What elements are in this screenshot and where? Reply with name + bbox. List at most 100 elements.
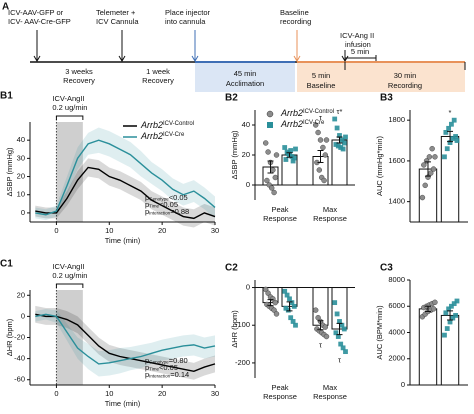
- infusion-shade: [56, 290, 83, 385]
- bar: [418, 308, 438, 386]
- y-tick-label: 1400: [388, 197, 405, 206]
- data-point: [269, 185, 275, 191]
- period: Recovery: [142, 76, 174, 85]
- legend-label: Arrb2ICV-Cre: [280, 119, 325, 129]
- stat-subscript: Interaction: [149, 211, 171, 216]
- stat-symbol: p: [145, 356, 149, 365]
- data-point: [432, 299, 438, 306]
- legend-label: Arrb2ICV-Cre: [140, 131, 185, 141]
- legend-key: [266, 110, 274, 118]
- bar: [440, 314, 460, 386]
- arrow: [191, 30, 199, 62]
- data-point: [443, 130, 449, 135]
- legend-name: Arrb2: [140, 120, 163, 130]
- error-bar: [317, 150, 324, 163]
- panel-label: B2: [225, 93, 238, 104]
- legend-label: Arrb2ICV-Control: [140, 120, 194, 130]
- legend-name: Arrb2: [280, 108, 303, 118]
- y-tick-label: 10: [17, 190, 25, 199]
- stat-subscript: Interaction: [149, 374, 171, 379]
- data-point: [340, 345, 346, 351]
- data-point: [334, 125, 340, 131]
- line: [35, 166, 216, 220]
- data-point: [263, 286, 269, 293]
- data-point: [272, 299, 278, 306]
- data-point: [338, 341, 344, 347]
- stat-value: <0.05: [159, 363, 178, 372]
- error-bar: [286, 301, 293, 312]
- x-tick-label: 30: [211, 226, 219, 235]
- data-point: [316, 167, 322, 173]
- timeline: A ICV-AAV-GFP or ICV- AAV-Cre-GFP Teleme…: [2, 2, 466, 92]
- error-bar: [267, 160, 274, 174]
- y-tick-label: 20: [17, 172, 25, 181]
- stat-subscript: Genotype: [149, 197, 169, 202]
- period: 45 min: [234, 69, 257, 78]
- data-point: [340, 146, 346, 152]
- data-point: [315, 314, 321, 321]
- data-point: [430, 166, 437, 172]
- data-point: [273, 311, 280, 317]
- data-point: [288, 315, 294, 321]
- bar: [440, 135, 460, 223]
- x-axis-label: Time (min): [105, 236, 141, 245]
- data-point: [283, 157, 289, 162]
- stat-value: =0.14: [170, 370, 189, 379]
- data-point: [432, 154, 438, 160]
- x-tick-label: 10: [105, 226, 113, 235]
- y-axis-label: ΔHR (bpm): [5, 318, 14, 356]
- y-tick-label: 20: [17, 290, 25, 299]
- data-point: [337, 133, 342, 138]
- error-bar: [447, 130, 454, 143]
- data-point: [337, 319, 342, 324]
- annotation: τ: [338, 356, 341, 365]
- data-point: [322, 152, 328, 158]
- line: [35, 313, 216, 373]
- legend-name: Arrb2: [140, 131, 163, 141]
- data-point: [454, 298, 460, 304]
- stat-label: pGenotype=0.80: [145, 356, 188, 365]
- data-point: [291, 303, 297, 309]
- x-tick-label: 30: [211, 389, 219, 398]
- infusion-label: ICV-AngII: [52, 94, 84, 103]
- data-point: [446, 125, 452, 131]
- data-point: [454, 138, 460, 143]
- data-point: [444, 326, 450, 331]
- annotation: τ*: [337, 107, 343, 116]
- arrow: [118, 30, 126, 62]
- stat-value: =0.80: [169, 356, 188, 365]
- y-tick-label: -60: [14, 375, 25, 384]
- stat-value: =0.88: [170, 207, 189, 216]
- y-tick-label: -100: [235, 320, 250, 329]
- data-point: [317, 137, 324, 143]
- legend-sup: ICV-Control: [163, 121, 194, 127]
- y-tick-label: 0: [21, 311, 25, 320]
- data-point: [341, 140, 347, 146]
- label: into cannula: [165, 17, 206, 26]
- data-point: [290, 319, 296, 324]
- period: Acclimation: [226, 79, 264, 88]
- period: Baseline: [307, 81, 336, 90]
- annotation: τ: [319, 113, 322, 122]
- data-point: [272, 174, 278, 181]
- data-point: [313, 307, 319, 313]
- data-point: [323, 137, 330, 143]
- x-tick-label: Peak: [271, 383, 288, 392]
- x-tick-label: 0: [54, 389, 58, 398]
- data-point: [285, 151, 291, 156]
- x-tick-label: Response: [313, 214, 347, 223]
- x-tick-label: Max: [323, 383, 337, 392]
- data-point: [449, 303, 454, 309]
- data-point: [271, 307, 277, 313]
- label: Baseline: [280, 8, 309, 17]
- stat-value: <0.05: [159, 200, 178, 209]
- stat-subscript: Time: [149, 204, 159, 209]
- label: ICV-AAV-GFP or: [8, 8, 64, 17]
- error-bar: [447, 310, 454, 321]
- panel-label: A: [2, 2, 9, 13]
- data-point: [289, 300, 295, 306]
- data-point: [332, 116, 338, 122]
- data-point: [293, 322, 298, 328]
- annotation: *: [449, 108, 452, 117]
- stat-label: pTime<0.05: [145, 363, 178, 372]
